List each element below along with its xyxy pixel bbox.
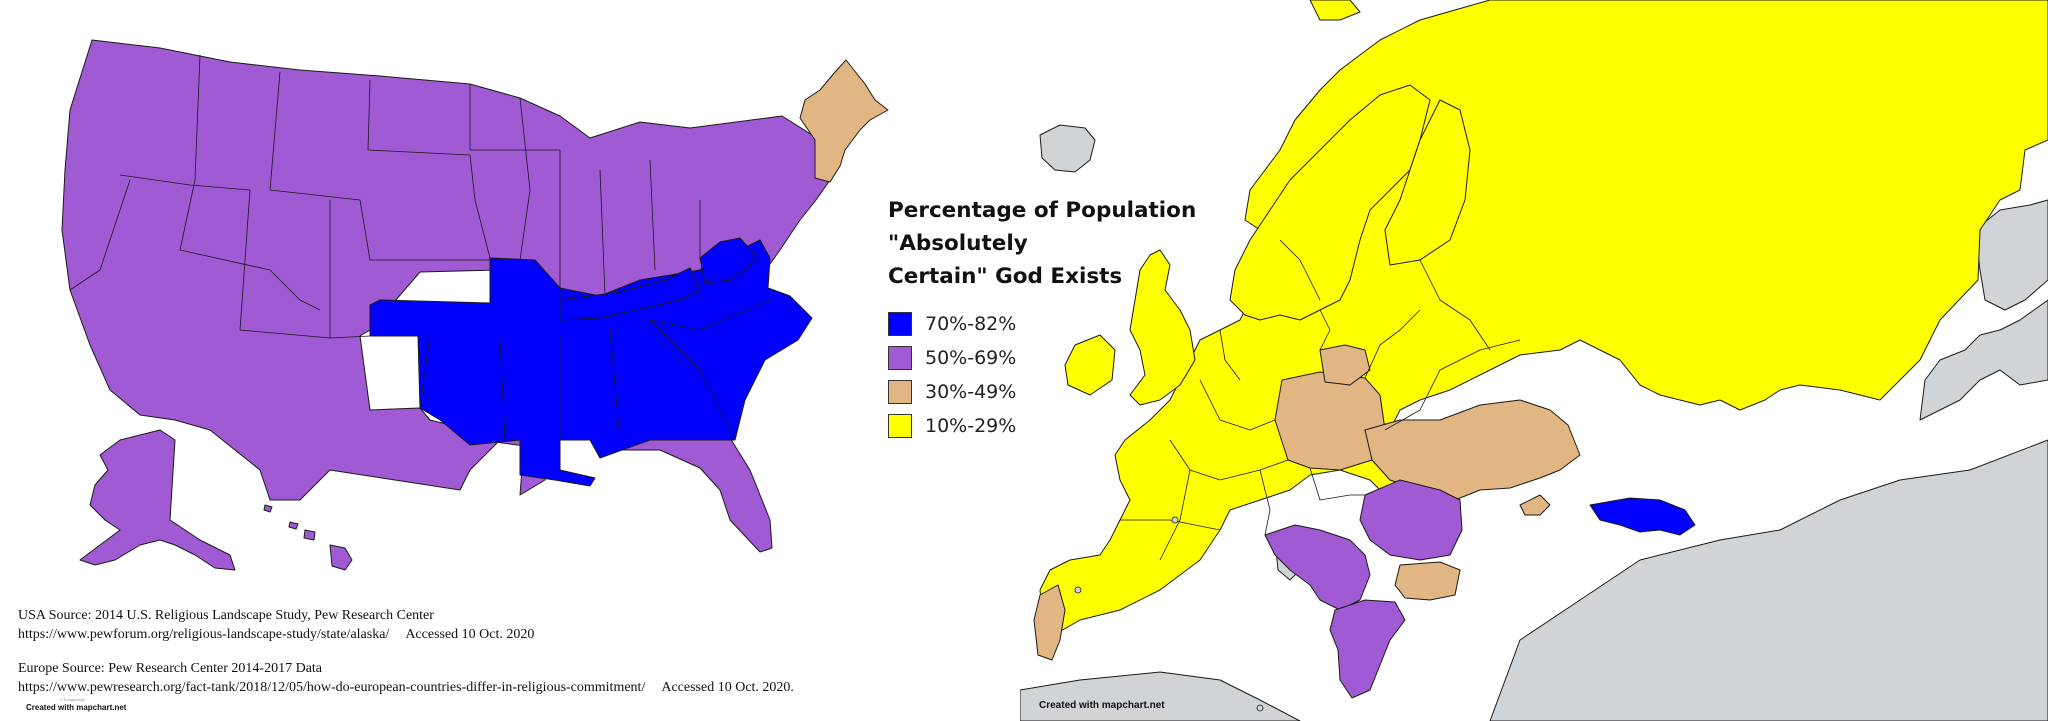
western-balkans — [1264, 524, 1371, 611]
hawaii — [263, 504, 353, 571]
credit-small: ©Tholgdrang0 — [60, 697, 86, 702]
credit-left: Created with mapchart.net — [26, 703, 127, 712]
usa-source: USA Source: 2014 U.S. Religious Landscap… — [18, 606, 918, 644]
legend-label: 30%-49% — [925, 381, 1017, 403]
caucasus-blue — [1589, 497, 1696, 536]
no-data-africa — [1020, 671, 1301, 721]
ireland — [1064, 334, 1116, 396]
europe-source-url[interactable]: https://www.pewresearch.org/fact-tank/20… — [18, 680, 646, 695]
legend-title-line2: Certain" God Exists — [888, 264, 1123, 289]
europe-source-accessed: Accessed 10 Oct. 2020. — [661, 680, 794, 695]
usa-source-accessed: Accessed 10 Oct. 2020 — [405, 627, 535, 642]
iceland — [1039, 124, 1096, 173]
legend-item: 70%-82% — [888, 307, 1308, 341]
georgia-tan — [1519, 494, 1551, 516]
no-data-central-asia — [1919, 299, 2048, 421]
usa-source-title: USA Source: 2014 U.S. Religious Landscap… — [18, 608, 434, 623]
legend-label: 70%-82% — [925, 313, 1017, 335]
kentucky — [559, 267, 701, 321]
island-dot — [1074, 586, 1082, 594]
island-dot — [1256, 704, 1264, 712]
legend-swatch — [888, 414, 912, 438]
island-dot — [1171, 516, 1179, 524]
bulgaria — [1394, 561, 1461, 601]
legend-title-line1: Percentage of Population "Absolutely — [888, 198, 1197, 256]
legend-label: 10%-29% — [925, 415, 1017, 437]
great-britain — [1129, 249, 1196, 406]
lithuania — [1319, 344, 1371, 386]
usa-source-url-line: https://www.pewforum.org/religious-lands… — [18, 625, 918, 644]
europe-source-title: Europe Source: Pew Research Center 2014-… — [18, 661, 323, 676]
legend-title: Percentage of Population "Absolutely Cer… — [888, 194, 1308, 293]
usa-map — [61, 39, 889, 571]
europe-source: Europe Source: Pew Research Center 2014-… — [18, 659, 918, 697]
finland — [1384, 99, 1471, 266]
credit-center: Created with mapchart.net — [1039, 700, 1165, 711]
europe-map — [1020, 0, 2048, 721]
greece — [1329, 599, 1406, 699]
legend-swatch — [888, 380, 912, 404]
florida — [621, 437, 773, 553]
west-virginia — [699, 237, 757, 284]
europe-yellow-region — [1039, 0, 2048, 641]
legend-swatch — [888, 312, 912, 336]
romania — [1359, 479, 1463, 561]
legend-item: 10%-29% — [888, 409, 1308, 443]
no-data-kazakhstan — [1974, 199, 2048, 311]
alaska — [79, 429, 236, 571]
usa-source-url[interactable]: https://www.pewforum.org/religious-lands… — [18, 627, 390, 642]
new-england — [799, 59, 889, 183]
no-data-middle-east — [1489, 439, 2048, 721]
legend-swatch — [888, 346, 912, 370]
map-legend: Percentage of Population "Absolutely Cer… — [888, 194, 1308, 443]
europe-source-url-line: https://www.pewresearch.org/fact-tank/20… — [18, 678, 918, 697]
portugal — [1033, 584, 1066, 661]
sources-text: USA Source: 2014 U.S. Religious Landscap… — [18, 606, 918, 712]
legend-item: 30%-49% — [888, 375, 1308, 409]
legend-items: 70%-82% 50%-69% 30%-49% 10%-29% — [888, 307, 1308, 443]
legend-label: 50%-69% — [925, 347, 1017, 369]
legend-item: 50%-69% — [888, 341, 1308, 375]
